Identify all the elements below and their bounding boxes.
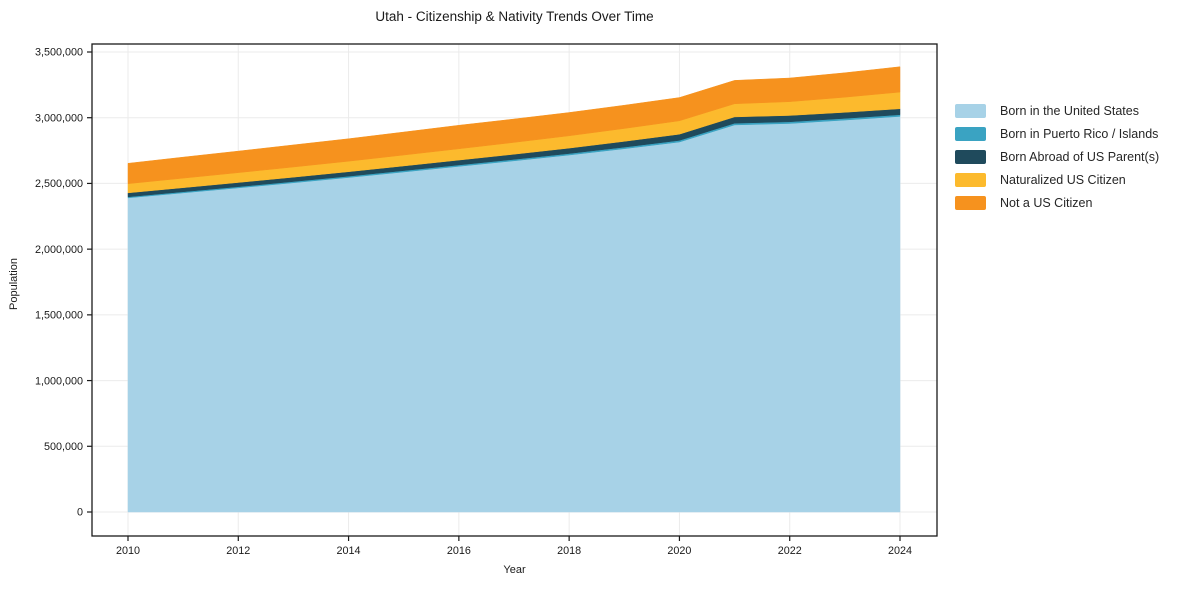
x-tick-label: 2014 — [337, 545, 361, 557]
x-tick-label: 2016 — [447, 545, 471, 557]
x-axis-ticks: 2010 2012 2014 2016 2018 2020 2022 2024 — [116, 536, 912, 557]
legend-item: Born in the United States — [955, 99, 1159, 122]
plot-frame — [91, 43, 938, 537]
x-axis-label: Year — [503, 564, 526, 576]
chart-title: Utah - Citizenship & Nativity Trends Ove… — [375, 9, 654, 24]
x-tick-label: 2024 — [888, 545, 912, 557]
y-tick-label: 2,500,000 — [35, 178, 83, 190]
area-not-a-us-citizen — [127, 66, 901, 184]
x-tick-label: 2022 — [778, 545, 802, 557]
legend-swatch — [955, 103, 986, 118]
x-tick-label: 2018 — [557, 545, 581, 557]
legend-item: Not a US Citizen — [955, 191, 1159, 214]
y-tick-label: 500,000 — [44, 441, 83, 453]
legend-label: Not a US Citizen — [1000, 195, 1093, 210]
y-axis-label: Population — [8, 258, 20, 310]
legend-label: Naturalized US Citizen — [1000, 172, 1126, 187]
y-tick-label: 1,500,000 — [35, 310, 83, 322]
legend-item: Naturalized US Citizen — [955, 168, 1159, 191]
stacked-areas — [127, 66, 901, 513]
legend: Born in the United States Born in Puerto … — [955, 99, 1159, 214]
legend-item: Born Abroad of US Parent(s) — [955, 145, 1159, 168]
legend-swatch — [955, 149, 986, 164]
legend-label: Born Abroad of US Parent(s) — [1000, 149, 1160, 164]
x-tick-label: 2020 — [667, 545, 691, 557]
legend-swatch — [955, 195, 986, 210]
y-tick-label: 3,000,000 — [35, 112, 83, 124]
y-tick-label: 2,000,000 — [35, 244, 83, 256]
y-tick-label: 1,000,000 — [35, 375, 83, 387]
legend-swatch — [955, 126, 986, 141]
x-tick-label: 2010 — [116, 545, 140, 557]
legend-item: Born in Puerto Rico / Islands — [955, 122, 1159, 145]
y-tick-label: 0 — [77, 507, 83, 519]
x-tick-label: 2012 — [226, 545, 250, 557]
legend-label: Born in Puerto Rico / Islands — [1000, 126, 1159, 141]
legend-label: Born in the United States — [1000, 103, 1139, 118]
y-tick-label: 3,500,000 — [35, 47, 83, 59]
y-axis-ticks: 0 500,000 1,000,000 1,500,000 2,000,000 2,500… — [35, 47, 92, 519]
legend-swatch — [955, 172, 986, 187]
